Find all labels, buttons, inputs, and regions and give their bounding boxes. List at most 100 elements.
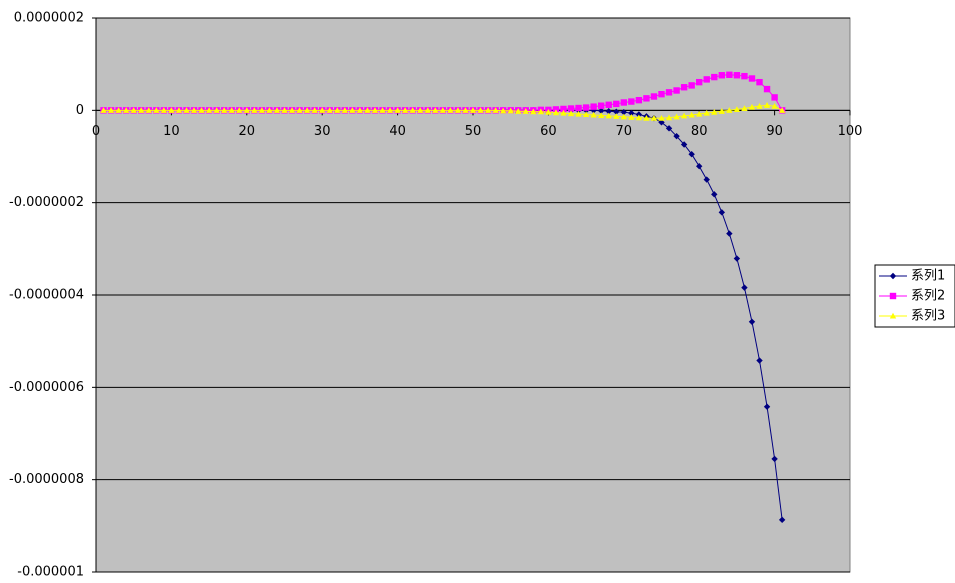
- point: [356, 107, 364, 113]
- point: [726, 107, 733, 113]
- point: [107, 107, 115, 113]
- x-tick-label: 10: [163, 124, 180, 139]
- point: [582, 111, 590, 118]
- point: [537, 108, 545, 115]
- point: [771, 94, 778, 101]
- point: [138, 107, 145, 113]
- legend-label: 系列3: [911, 309, 945, 324]
- point: [711, 108, 718, 115]
- point: [507, 107, 514, 114]
- point: [711, 73, 718, 81]
- point: [236, 107, 243, 113]
- point: [597, 112, 605, 118]
- legend-label: 系列2: [911, 289, 945, 304]
- x-tick-label: 0: [92, 124, 100, 139]
- point: [778, 516, 786, 524]
- point: [620, 99, 627, 106]
- point: [763, 403, 771, 410]
- point: [160, 107, 168, 113]
- legend-marker: [889, 272, 897, 280]
- point: [326, 107, 333, 113]
- point: [718, 108, 726, 114]
- point: [432, 107, 439, 113]
- x-tick-label: 60: [540, 124, 557, 139]
- point: [439, 107, 447, 113]
- point: [168, 107, 175, 113]
- point: [386, 107, 394, 113]
- point: [680, 141, 688, 148]
- point: [100, 107, 107, 113]
- point: [703, 176, 710, 183]
- point: [688, 150, 695, 158]
- point: [567, 105, 575, 112]
- point: [266, 107, 273, 113]
- y-tick-label: -0.0000008: [9, 472, 84, 487]
- point: [469, 107, 477, 113]
- point: [243, 107, 250, 113]
- point: [567, 110, 575, 117]
- point: [228, 107, 235, 113]
- point: [658, 114, 665, 121]
- point: [711, 191, 718, 198]
- point: [190, 107, 198, 113]
- point: [613, 113, 620, 119]
- x-tick-label: 100: [838, 124, 863, 139]
- legend-label: 系列1: [911, 269, 945, 284]
- y-tick-label: 0.0000002: [14, 11, 84, 26]
- point: [628, 109, 635, 117]
- point: [582, 104, 590, 111]
- point: [417, 107, 424, 113]
- point: [620, 113, 627, 120]
- point: [575, 104, 582, 112]
- point: [499, 107, 507, 114]
- y-tick-label: -0.0000002: [9, 195, 84, 210]
- point: [628, 114, 635, 120]
- point: [122, 107, 130, 113]
- point: [613, 100, 620, 108]
- point: [696, 110, 703, 117]
- y-tick-label: -0.000001: [17, 565, 84, 580]
- point: [530, 108, 537, 115]
- point: [311, 107, 318, 113]
- x-tick-label: 80: [691, 124, 708, 139]
- point: [756, 102, 763, 109]
- point: [650, 93, 658, 100]
- point: [401, 107, 409, 113]
- point: [590, 111, 597, 118]
- point: [560, 105, 567, 113]
- point: [756, 78, 763, 86]
- y-tick-label: -0.0000006: [9, 380, 84, 395]
- point: [696, 78, 703, 86]
- y-tick-label: 0: [76, 103, 84, 118]
- point: [552, 109, 560, 116]
- point: [145, 107, 152, 113]
- point: [733, 106, 741, 112]
- point: [590, 103, 597, 110]
- point: [771, 455, 778, 463]
- point: [447, 107, 454, 113]
- point: [296, 107, 303, 113]
- point: [424, 107, 431, 113]
- point: [620, 108, 627, 116]
- point: [605, 112, 612, 119]
- point: [349, 107, 356, 113]
- point: [635, 114, 643, 121]
- point: [628, 98, 635, 105]
- point: [703, 109, 710, 116]
- point: [213, 107, 220, 113]
- point: [741, 105, 748, 112]
- point: [673, 113, 680, 120]
- point: [605, 108, 612, 115]
- point: [778, 107, 786, 113]
- point: [251, 107, 258, 113]
- point: [665, 125, 673, 132]
- point: [665, 89, 673, 96]
- point: [741, 284, 748, 291]
- legend-marker: [889, 292, 897, 300]
- point: [288, 107, 296, 113]
- point: [545, 108, 552, 115]
- point: [635, 111, 643, 118]
- point: [379, 107, 386, 113]
- point: [726, 71, 733, 78]
- point: [484, 107, 492, 113]
